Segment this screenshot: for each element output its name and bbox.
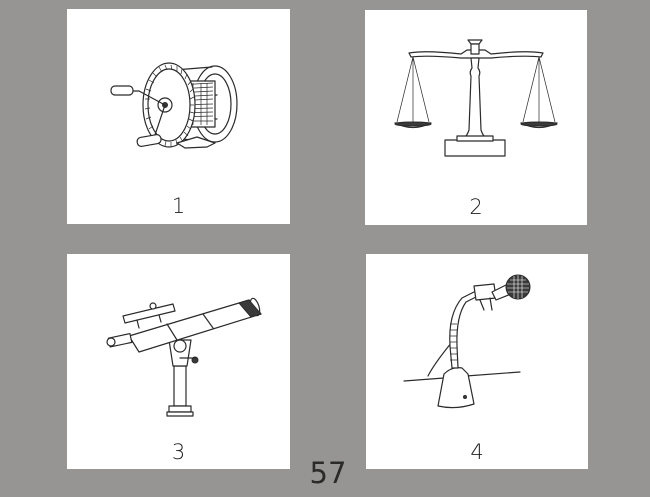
picture-card-2: 2 [365,10,587,225]
balance-scale-icon [394,39,558,157]
telescope-icon [106,297,262,417]
card-number: 1 [171,194,186,218]
microphone-stand-icon [403,274,531,409]
picture-card-1: 1 [67,9,290,224]
card-number: 3 [171,440,186,464]
card-number: 2 [469,195,483,219]
page-number: 57 [309,456,347,490]
card-number: 4 [470,440,484,464]
fishing-reel-icon [110,62,238,149]
picture-card-3: 3 [67,254,290,469]
picture-card-4: 4 [366,254,588,469]
